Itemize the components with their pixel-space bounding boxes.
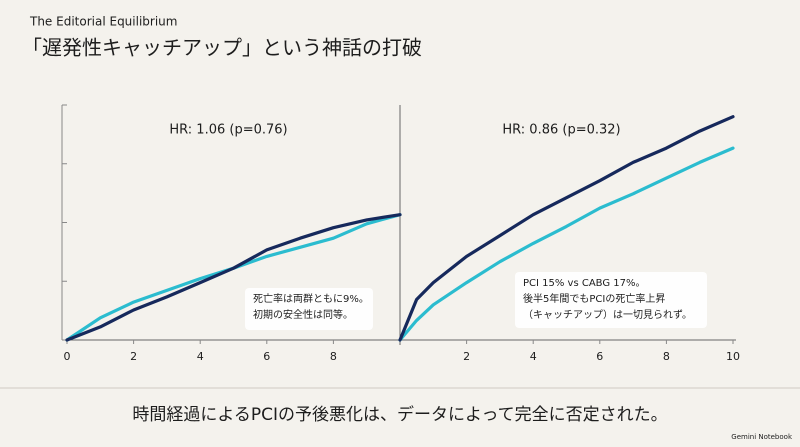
note-text: PCI 15% vs CABG 17%。 (523, 278, 646, 289)
note-box (515, 272, 707, 328)
hr-annotation: HR: 0.86 (p=0.32) (502, 123, 620, 138)
footer-text: 時間経過によるPCIの予後悪化は、データによって完全に否定された。 (132, 404, 667, 425)
x-tick-label: 10 (726, 350, 740, 363)
note-text: 後半5年間でもPCIの死亡率上昇 (523, 292, 665, 305)
x-tick-label: 4 (530, 350, 537, 363)
note-text: 初期の安全性は同等。 (253, 308, 353, 321)
series-line (65, 213, 402, 342)
slide-title: 「遅発性キャッチアップ」という神話の打破 (22, 36, 422, 60)
brand: The Editorial Equilibrium (29, 15, 177, 29)
x-tick-label: 0 (64, 350, 71, 363)
x-tick-label: 4 (197, 350, 204, 363)
x-tick-label: 8 (663, 350, 670, 363)
x-tick-label: 6 (263, 350, 270, 363)
note-text: 死亡率は両群ともに9%。 (253, 292, 369, 305)
note-text: （キャッチアップ）は一切見られず。 (523, 309, 692, 321)
x-tick-label: 6 (596, 350, 603, 363)
x-tick-label: 2 (130, 350, 137, 363)
x-tick-label: 2 (463, 350, 470, 363)
x-tick-label: 8 (330, 350, 337, 363)
series-line (398, 115, 735, 342)
watermark: Gemini Notebook (731, 433, 793, 441)
series-line (398, 146, 735, 342)
note-box (245, 288, 373, 330)
hr-annotation: HR: 1.06 (p=0.76) (169, 123, 287, 138)
